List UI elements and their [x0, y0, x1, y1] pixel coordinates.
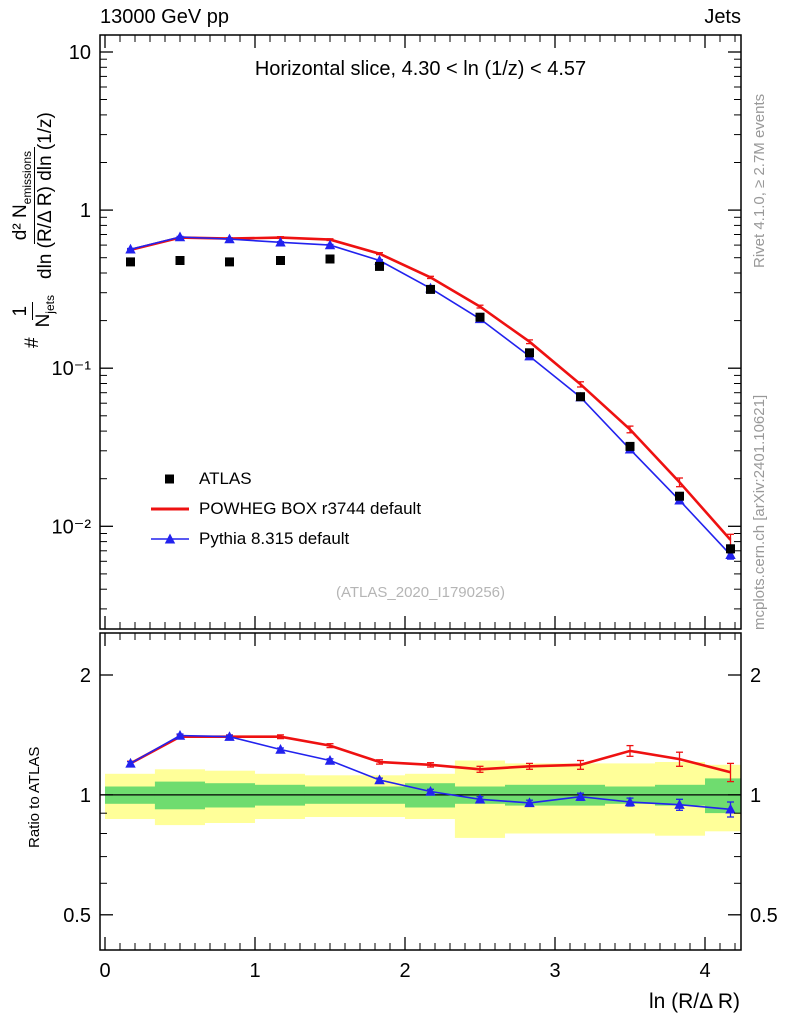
- legend-label: ATLAS: [199, 469, 252, 488]
- pythia-triangle-marker-icon: [151, 533, 189, 544]
- svg-text:0.5: 0.5: [63, 905, 91, 927]
- svg-text:0: 0: [99, 960, 110, 982]
- ratio-y-axis-title: Ratio to ATLAS: [26, 746, 43, 848]
- svg-text:2: 2: [399, 960, 410, 982]
- svg-text:10⁻¹: 10⁻¹: [52, 358, 92, 380]
- legend-item: POWHEG BOX r3744 default: [148, 494, 421, 524]
- ylabel-hash: #: [22, 337, 44, 348]
- analysis-group-label: Jets: [704, 6, 741, 28]
- mcplots-attribution-note: mcplots.cern.ch [arXiv:2401.10621]: [751, 394, 768, 630]
- svg-text:2: 2: [80, 665, 91, 687]
- x-axis-title: ln (R/Δ R): [648, 990, 740, 1013]
- ylabel-emissions-fraction: d² Nemissions dln (R/Δ R) dln (1/z): [10, 108, 57, 283]
- legend-item: Pythia 8.315 default: [148, 524, 421, 554]
- svg-text:4: 4: [699, 960, 710, 982]
- svg-text:1: 1: [249, 960, 260, 982]
- ylabel-njets-fraction: 1 Njets: [10, 291, 57, 331]
- svg-text:10: 10: [69, 42, 91, 64]
- ylabel-part: d² N: [10, 204, 31, 241]
- legend-label: Pythia 8.315 default: [199, 529, 350, 548]
- ylabel-part: dln (R/Δ R) dln (1/z): [34, 112, 56, 279]
- svg-text:1: 1: [80, 785, 91, 807]
- ylabel-part: emissions: [19, 150, 34, 205]
- beam-energy-label: 13000 GeV pp: [100, 6, 229, 28]
- ylabel-part: Njets: [33, 291, 57, 331]
- ylabel-part: d² Nemissions: [10, 146, 35, 245]
- svg-text:0.5: 0.5: [750, 905, 778, 927]
- ylabel-part: jets: [42, 295, 57, 314]
- powheg-line-marker-icon: [151, 507, 189, 511]
- svg-text:10⁻²: 10⁻²: [52, 516, 92, 538]
- ylabel-part: N: [33, 313, 54, 328]
- svg-text:3: 3: [549, 960, 560, 982]
- panel-title: Horizontal slice, 4.30 < ln (1/z) < 4.57: [254, 58, 587, 80]
- rivet-version-note: Rivet 4.1.0, ≥ 2.7M events: [751, 93, 768, 268]
- svg-text:1: 1: [750, 785, 761, 807]
- main-y-axis-title: # 1 Njets d² Nemissions dln (R/Δ R) dln …: [10, 106, 57, 348]
- ylabel-part: 1: [10, 301, 33, 321]
- legend-item: ATLAS: [148, 464, 421, 494]
- svg-text:2: 2: [750, 665, 761, 687]
- legend-label: POWHEG BOX r3744 default: [199, 499, 422, 518]
- svg-text:1: 1: [80, 200, 91, 222]
- watermark: (ATLAS_2020_I1790256): [335, 584, 505, 601]
- atlas-square-marker-icon: [165, 474, 174, 484]
- legend: ATLAS POWHEG BOX r3744 default Pythia 8.…: [148, 464, 421, 554]
